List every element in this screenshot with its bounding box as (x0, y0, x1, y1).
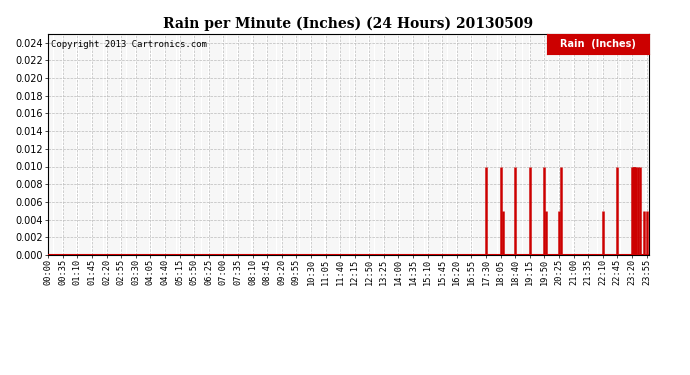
Text: Copyright 2013 Cartronics.com: Copyright 2013 Cartronics.com (51, 40, 207, 50)
Title: Rain per Minute (Inches) (24 Hours) 20130509: Rain per Minute (Inches) (24 Hours) 2013… (164, 17, 533, 31)
